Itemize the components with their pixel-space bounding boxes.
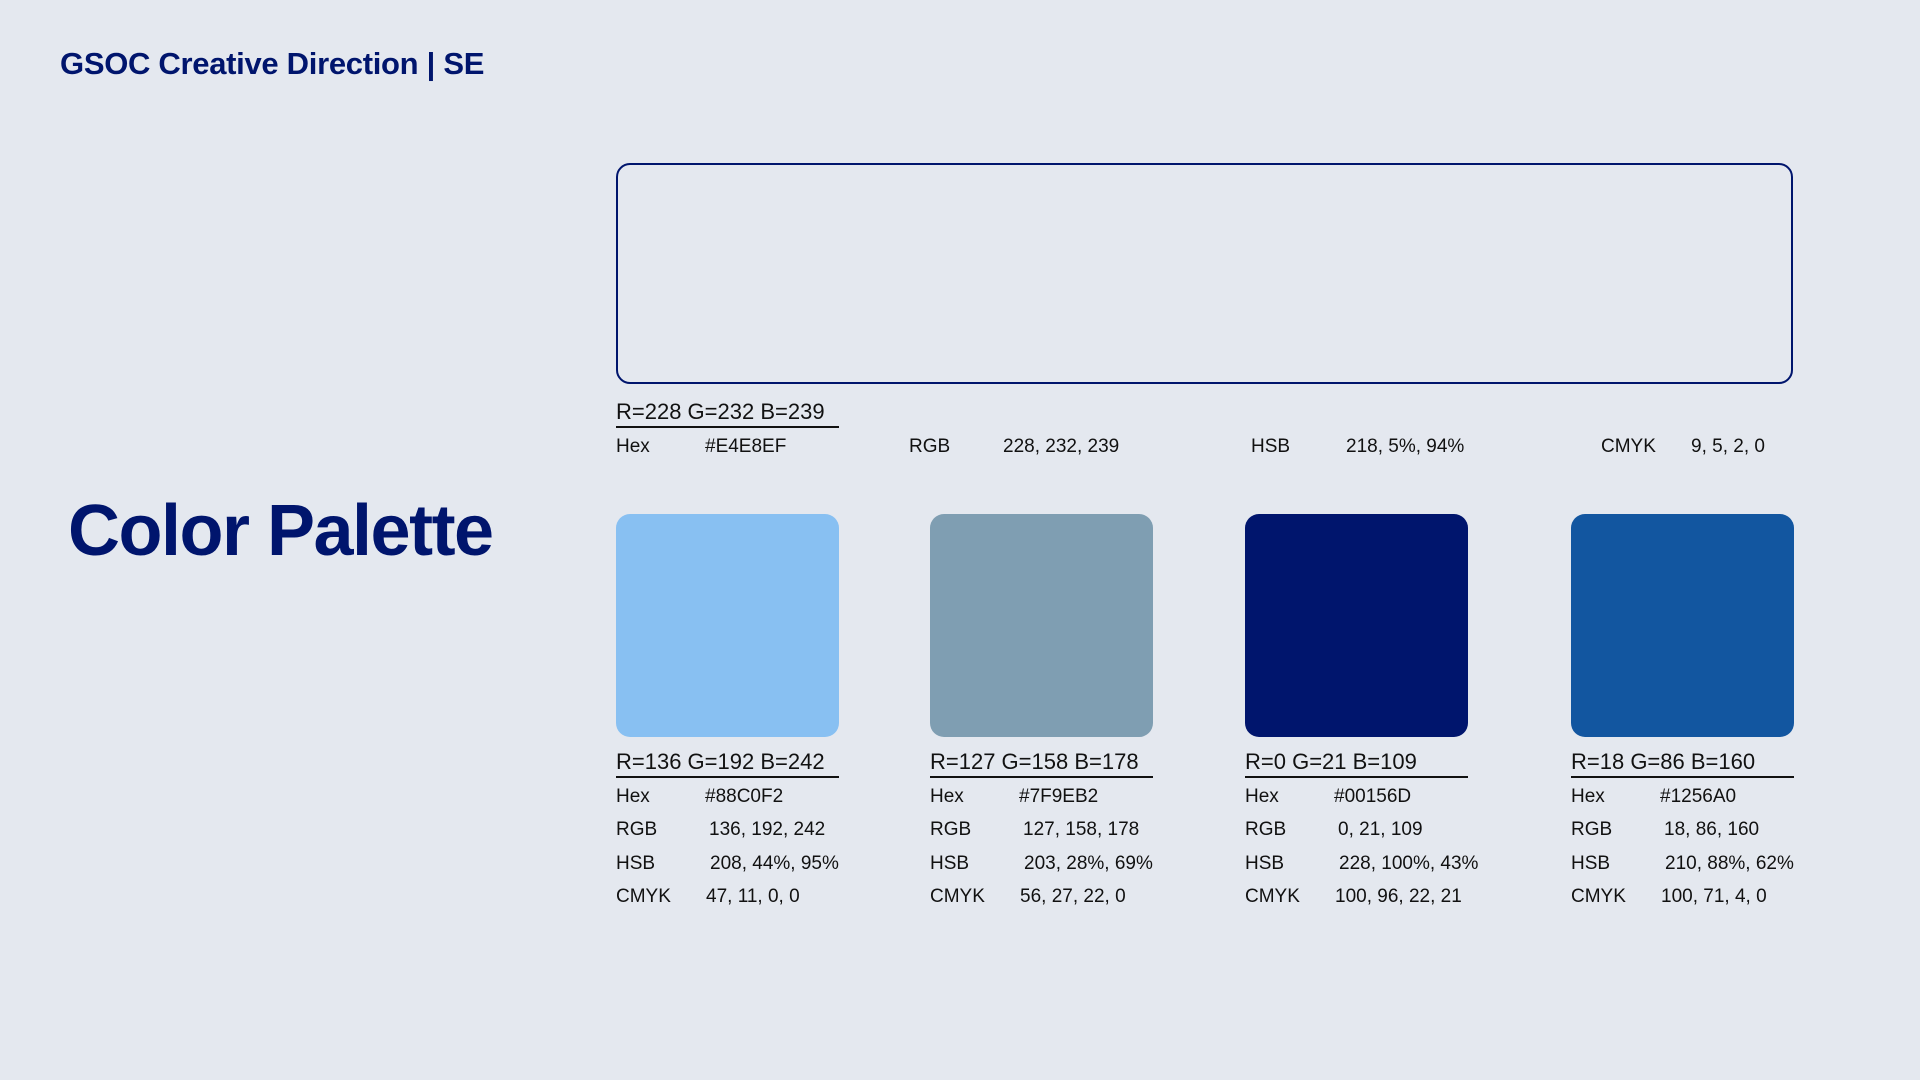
swatch-cmyk-label: CMYK xyxy=(1245,886,1300,907)
primary-cmyk-value: 9, 5, 2, 0 xyxy=(1691,436,1765,457)
swatch-cmyk-value: 56, 27, 22, 0 xyxy=(1020,886,1126,907)
swatch-hsb-value: 208, 44%, 95% xyxy=(710,853,839,874)
swatch-hsb-value: 210, 88%, 62% xyxy=(1665,853,1794,874)
swatch-hex-label: Hex xyxy=(1245,786,1279,807)
color-swatch xyxy=(930,514,1153,737)
swatch-cmyk-value: 100, 71, 4, 0 xyxy=(1661,886,1767,907)
swatch-hsb-value: 203, 28%, 69% xyxy=(1024,853,1153,874)
swatch-cmyk-label: CMYK xyxy=(616,886,671,907)
swatch-hex-value: #1256A0 xyxy=(1660,786,1737,807)
page-title: Color Palette xyxy=(68,491,494,571)
swatch-rgb-title-underline xyxy=(616,776,839,778)
swatch-rgb-title: R=18 G=86 B=160 xyxy=(1571,749,1756,774)
swatch-hex-value: #00156D xyxy=(1334,786,1412,807)
swatch-rgb-title: R=136 G=192 B=242 xyxy=(616,749,825,774)
swatch-rgb-title: R=127 G=158 B=178 xyxy=(930,749,1139,774)
swatch-cmyk-label: CMYK xyxy=(930,886,985,907)
swatch-hsb-value: 228, 100%, 43% xyxy=(1339,853,1479,874)
primary-hex-label: Hex xyxy=(616,436,650,457)
color-swatch xyxy=(1571,514,1794,737)
swatch-hsb-label: HSB xyxy=(930,853,970,874)
swatch-rgb-value: 136, 192, 242 xyxy=(709,819,826,840)
swatch-rgb-label: RGB xyxy=(930,819,972,840)
color-swatch xyxy=(616,514,839,737)
header-title: GSOC Creative Direction | SE xyxy=(60,46,485,81)
swatch-rgb-label: RGB xyxy=(1245,819,1287,840)
color-swatch xyxy=(1245,514,1468,737)
swatch-rgb-title-underline xyxy=(930,776,1153,778)
swatch-rgb-value: 127, 158, 178 xyxy=(1023,819,1140,840)
primary-rgb-title-underline xyxy=(616,426,839,428)
primary-hex-value: #E4E8EF xyxy=(705,436,787,457)
swatch-rgb-title-underline xyxy=(1245,776,1468,778)
swatch-hsb-label: HSB xyxy=(616,853,656,874)
primary-cmyk-label: CMYK xyxy=(1601,436,1656,457)
primary-hsb-label: HSB xyxy=(1251,436,1291,457)
primary-rgb-value: 228, 232, 239 xyxy=(1003,436,1120,457)
swatch-rgb-label: RGB xyxy=(616,819,658,840)
swatch-cmyk-value: 47, 11, 0, 0 xyxy=(706,886,800,907)
swatch-cmyk-value: 100, 96, 22, 21 xyxy=(1335,886,1462,907)
primary-color-swatch xyxy=(616,163,1793,384)
swatch-rgb-label: RGB xyxy=(1571,819,1613,840)
swatch-hex-label: Hex xyxy=(1571,786,1605,807)
swatch-hsb-label: HSB xyxy=(1571,853,1611,874)
swatch-hex-label: Hex xyxy=(930,786,964,807)
primary-hsb-value: 218, 5%, 94% xyxy=(1346,436,1465,457)
swatch-hsb-label: HSB xyxy=(1245,853,1285,874)
primary-rgb-title: R=228 G=232 B=239 xyxy=(616,399,825,424)
swatch-rgb-title: R=0 G=21 B=109 xyxy=(1245,749,1417,774)
swatch-hex-label: Hex xyxy=(616,786,650,807)
primary-rgb-label: RGB xyxy=(909,436,951,457)
swatch-hex-value: #88C0F2 xyxy=(705,786,784,807)
swatch-cmyk-label: CMYK xyxy=(1571,886,1626,907)
swatch-rgb-value: 18, 86, 160 xyxy=(1664,819,1760,840)
swatch-rgb-value: 0, 21, 109 xyxy=(1338,819,1423,840)
swatch-rgb-title-underline xyxy=(1571,776,1794,778)
swatch-hex-value: #7F9EB2 xyxy=(1019,786,1099,807)
